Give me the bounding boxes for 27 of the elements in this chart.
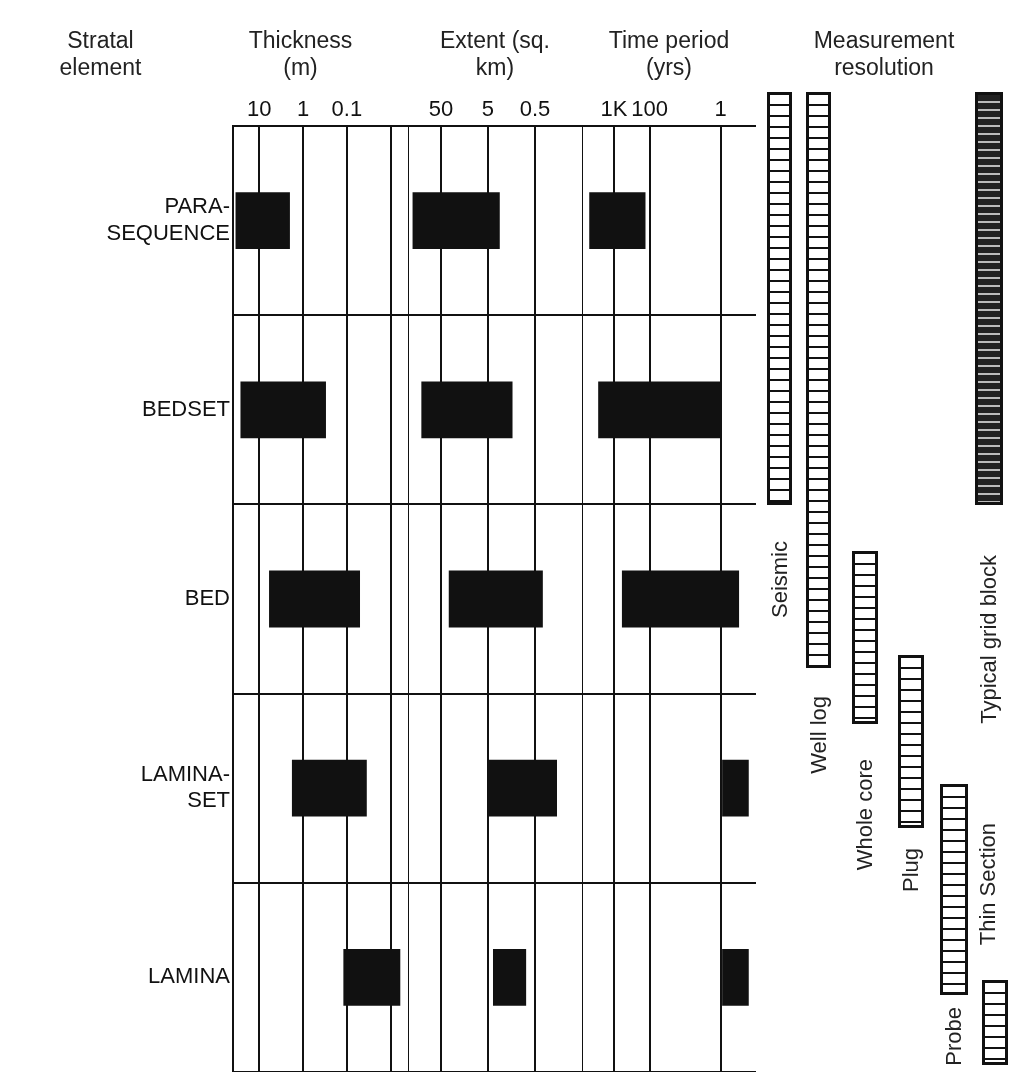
bar	[493, 949, 527, 1006]
y-tick-label: LAMINA-SET	[140, 761, 230, 813]
text: Well log	[805, 696, 832, 774]
x-tick-label: 1K	[600, 95, 628, 121]
text: Plug	[898, 847, 924, 893]
y-tick-label: PARA-SEQUENCE	[106, 193, 230, 245]
x-tick-label: 10	[247, 95, 272, 121]
chart-title: Thickness (m)	[247, 26, 354, 82]
x-tick-label: 50	[428, 95, 454, 121]
y-tick-label: LAMINA	[148, 963, 231, 989]
text: Thin Section	[975, 822, 1001, 946]
x-tick-label: 0.5	[519, 95, 551, 121]
x-tick-label: 0.1	[331, 95, 363, 121]
text: Seismic	[766, 541, 793, 619]
text: Probe	[941, 1006, 967, 1066]
text: Measurement resolution	[812, 26, 956, 82]
x-tick-label: 1	[296, 95, 310, 121]
y-tick-label: BED	[184, 585, 230, 611]
x-tick-label: 1	[714, 95, 727, 121]
x-tick-label: 100	[631, 95, 668, 121]
y-axis-title: Stratal element	[58, 26, 143, 82]
chart-title: Time period (yrs)	[607, 26, 731, 82]
x-tick-label: 5	[481, 95, 495, 121]
y-tick-label: BEDSET	[141, 395, 230, 421]
text: Typical grid block	[976, 555, 1002, 724]
chart-title: Extent (sq. km)	[439, 26, 551, 82]
text: Whole core	[852, 758, 878, 871]
